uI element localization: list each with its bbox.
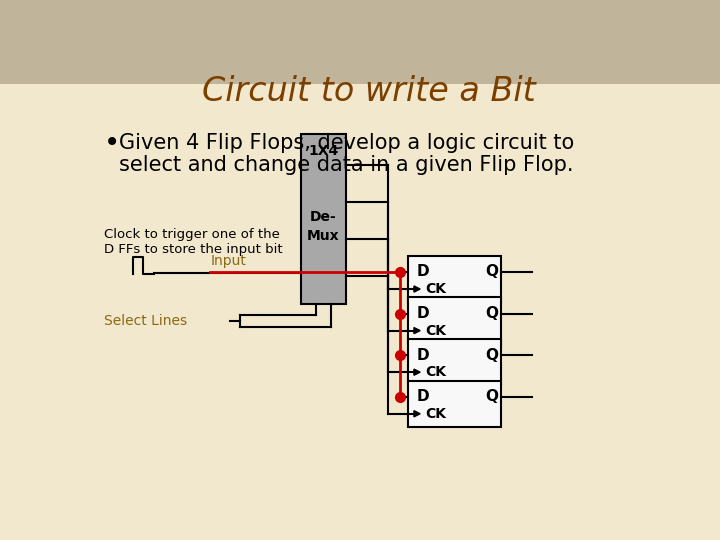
Text: Given 4 Flip Flops, develop a logic circuit to: Given 4 Flip Flops, develop a logic circ… bbox=[120, 133, 575, 153]
Text: CK: CK bbox=[425, 407, 446, 421]
Text: •: • bbox=[104, 130, 120, 157]
Text: Input: Input bbox=[210, 254, 246, 268]
Text: select and change data in a given Flip Flop.: select and change data in a given Flip F… bbox=[120, 155, 574, 175]
Text: D FFs to store the input bit: D FFs to store the input bit bbox=[104, 243, 282, 256]
Polygon shape bbox=[414, 286, 420, 292]
Text: Q: Q bbox=[485, 389, 498, 404]
Text: CK: CK bbox=[425, 365, 446, 379]
Text: Q: Q bbox=[485, 348, 498, 362]
Text: D: D bbox=[417, 265, 430, 279]
Bar bbox=[408, 256, 500, 302]
Bar bbox=[408, 298, 500, 343]
Text: Clock to trigger one of the: Clock to trigger one of the bbox=[104, 228, 280, 241]
Text: Select Lines: Select Lines bbox=[104, 314, 187, 328]
Text: Q: Q bbox=[485, 306, 498, 321]
Text: CK: CK bbox=[425, 323, 446, 338]
Bar bbox=[408, 339, 500, 385]
Text: D: D bbox=[417, 389, 430, 404]
Text: Circuit to write a Bit: Circuit to write a Bit bbox=[202, 75, 536, 108]
Text: De-
Mux: De- Mux bbox=[307, 210, 340, 243]
Polygon shape bbox=[414, 328, 420, 334]
Polygon shape bbox=[414, 411, 420, 417]
Text: D: D bbox=[417, 306, 430, 321]
Text: Q: Q bbox=[485, 265, 498, 279]
Bar bbox=[301, 134, 346, 303]
Polygon shape bbox=[414, 369, 420, 375]
Text: CK: CK bbox=[425, 282, 446, 296]
Bar bbox=[408, 381, 500, 427]
Text: D: D bbox=[417, 348, 430, 362]
Text: 1X4: 1X4 bbox=[308, 144, 338, 158]
